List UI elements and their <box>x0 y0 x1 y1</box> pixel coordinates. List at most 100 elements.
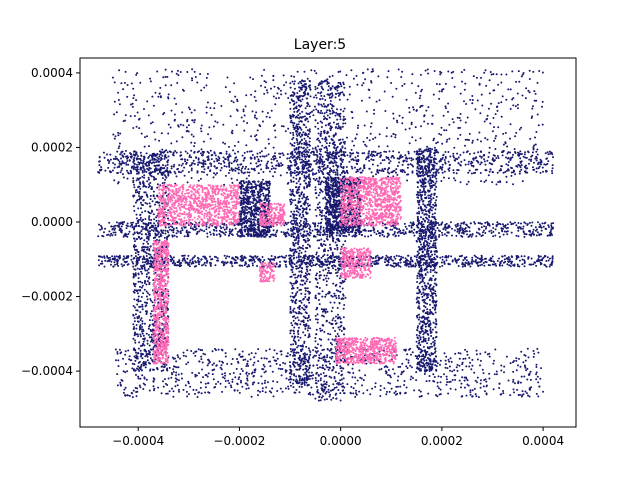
data-point <box>249 76 252 79</box>
data-point <box>439 158 442 161</box>
data-point <box>120 225 123 228</box>
data-point <box>511 98 514 101</box>
data-point <box>467 235 470 238</box>
data-point <box>481 234 484 237</box>
data-point <box>175 72 178 75</box>
data-point <box>522 230 525 233</box>
data-point <box>113 255 116 258</box>
data-point <box>140 264 142 267</box>
data-point <box>314 159 317 162</box>
data-point <box>312 356 315 359</box>
data-point <box>378 169 381 172</box>
data-point <box>265 81 267 84</box>
data-point <box>125 227 128 230</box>
data-point <box>255 117 258 120</box>
data-point <box>535 373 538 376</box>
data-point <box>539 171 542 174</box>
data-point <box>332 383 335 386</box>
data-point <box>294 151 297 154</box>
data-point <box>491 223 494 226</box>
data-point <box>309 393 312 396</box>
data-point <box>491 181 494 184</box>
data-point <box>461 368 464 371</box>
data-point <box>169 254 172 257</box>
data-point <box>529 263 532 266</box>
data-point <box>438 97 441 100</box>
data-point <box>535 363 538 366</box>
data-point <box>323 231 326 234</box>
data-point <box>394 136 397 139</box>
data-point <box>236 256 239 259</box>
data-point <box>525 369 527 372</box>
data-point <box>186 120 189 123</box>
data-point <box>441 168 443 171</box>
data-point <box>546 151 549 154</box>
data-point <box>463 228 466 231</box>
data-point <box>432 93 435 96</box>
data-point <box>539 158 542 161</box>
data-point <box>440 133 443 136</box>
data-point <box>551 255 554 258</box>
data-point <box>443 129 446 132</box>
data-point <box>358 390 361 393</box>
data-point <box>113 179 116 182</box>
data-point <box>351 111 354 114</box>
data-point <box>400 258 403 261</box>
data-point <box>242 172 245 175</box>
data-point <box>549 152 552 155</box>
data-point <box>326 114 329 117</box>
data-point <box>381 233 384 236</box>
data-point <box>215 229 218 232</box>
data-point <box>176 264 179 267</box>
data-point <box>326 154 328 157</box>
data-point <box>511 156 514 159</box>
data-point <box>332 267 334 270</box>
data-point <box>262 171 265 173</box>
data-point <box>154 138 157 141</box>
data-point <box>240 171 243 174</box>
data-point <box>214 120 217 123</box>
data-point <box>207 152 210 154</box>
data-point <box>116 384 119 387</box>
data-point <box>474 393 477 396</box>
data-point <box>458 232 461 235</box>
data-point <box>468 153 471 155</box>
data-point <box>162 76 165 79</box>
data-point <box>130 254 133 257</box>
data-point <box>502 390 505 392</box>
data-point <box>454 179 457 182</box>
data-point <box>270 109 273 112</box>
data-point <box>285 377 288 380</box>
data-point <box>280 353 283 356</box>
data-point <box>461 361 464 364</box>
data-point <box>474 222 476 225</box>
data-point <box>375 173 377 176</box>
data-point <box>376 254 379 257</box>
data-point <box>501 151 503 154</box>
data-point <box>485 84 488 87</box>
data-point <box>144 233 147 235</box>
data-point <box>387 167 390 170</box>
data-point <box>118 254 121 257</box>
data-point <box>507 88 510 91</box>
data-point <box>315 379 317 382</box>
data-point <box>488 372 491 375</box>
data-point <box>199 73 202 75</box>
data-point <box>524 359 527 362</box>
data-point <box>211 153 214 156</box>
data-point <box>535 155 538 158</box>
data-point <box>113 81 116 84</box>
data-point <box>132 389 135 392</box>
data-point <box>326 235 329 238</box>
data-point <box>354 382 357 385</box>
data-point <box>211 363 214 366</box>
data-point <box>321 295 324 298</box>
data-point <box>482 385 485 388</box>
data-point <box>272 395 275 398</box>
data-point <box>200 381 202 384</box>
data-point <box>261 390 264 393</box>
data-point <box>366 136 369 139</box>
data-point <box>531 151 534 154</box>
data-point <box>138 127 141 130</box>
data-point <box>449 380 452 383</box>
